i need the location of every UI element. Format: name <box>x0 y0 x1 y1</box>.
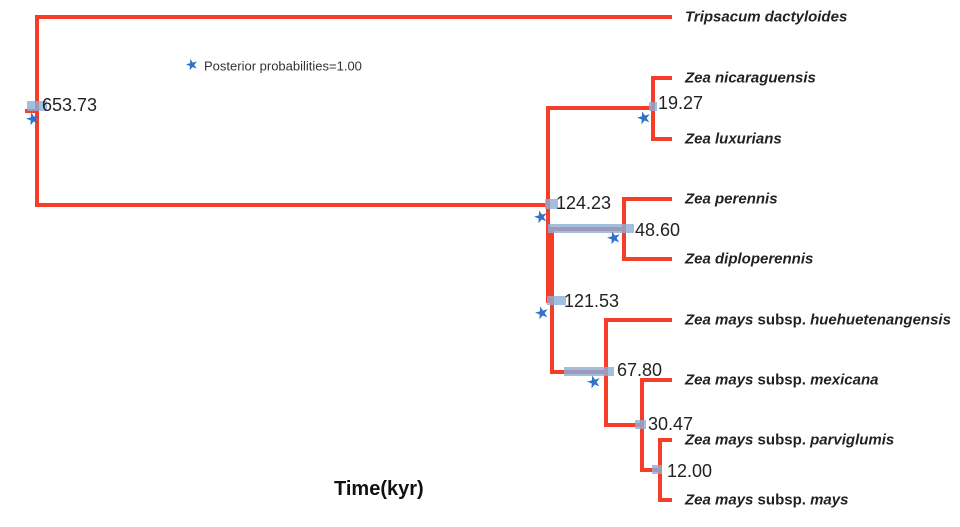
taxon-label-zea-nicaraguensis: Zea nicaraguensis <box>685 71 816 86</box>
legend-star-icon: ★ <box>183 55 201 75</box>
hpd-bar-root <box>27 101 47 111</box>
taxon-label-zea-mays-mexicana: Zea mays subsp. mexicana <box>685 373 878 388</box>
branch-tip-parviglumis <box>658 438 672 442</box>
branch-root-vertical <box>35 15 39 207</box>
taxon-name-roman: subsp. <box>753 311 811 329</box>
hpd-bar-zea-crown <box>545 199 558 209</box>
taxon-name-italic-2: mexicana <box>810 371 879 389</box>
hpd-bar-nicaraguensis-luxurians <box>649 102 657 111</box>
taxon-name-italic: Zea luxurians <box>685 130 782 148</box>
branch-tip-perennis <box>622 197 672 201</box>
branch-tip-mays <box>658 498 672 502</box>
branch-tip-nicaraguensis <box>651 76 672 80</box>
branch-root-to-zea-crown <box>35 203 550 207</box>
posterior-star-icon-sect-zea: ★ <box>532 301 552 325</box>
node-age-zea-crown: 124.23 <box>556 193 612 213</box>
taxon-name-italic: Zea perennis <box>685 190 778 208</box>
branch-to-parviglumis-mays <box>640 468 662 472</box>
taxon-name-italic: Tripsacum dactyloides <box>685 8 848 26</box>
time-axis-label: Time(kyr) <box>334 478 424 500</box>
taxon-label-zea-diploperennis: Zea diploperennis <box>685 252 813 267</box>
taxon-name-italic: Zea diploperennis <box>685 250 814 268</box>
taxon-name-roman: subsp. <box>753 491 811 509</box>
node-age-perennis-diploperennis: 48.60 <box>635 220 681 240</box>
node-age-parviglumis-mays: 12.00 <box>667 461 713 481</box>
node-age-mexicana-to-mays: 30.47 <box>648 414 694 434</box>
taxon-label-zea-luxurians: Zea luxurians <box>685 132 782 147</box>
taxon-name-italic-2: mays <box>810 491 849 509</box>
hpd-bar-mexicana-to-mays <box>635 420 646 429</box>
taxon-label-zea-perennis: Zea perennis <box>685 192 778 207</box>
taxon-label-tripsacum-dactyloides: Tripsacum dactyloides <box>685 10 847 25</box>
hpd-bar-perennis-diploperennis <box>548 224 634 233</box>
branch-to-nicaraguensis-luxurians <box>546 106 655 110</box>
taxon-label-zea-mays-parviglumis: Zea mays subsp. parviglumis <box>685 433 894 448</box>
taxon-name-italic: Zea mays <box>685 431 754 449</box>
hpd-bar-zea-mays-crown <box>564 367 614 376</box>
node-age-nicaraguensis-luxurians: 19.27 <box>658 93 704 113</box>
taxon-name-italic-2: parviglumis <box>810 431 895 449</box>
branch-tip-tripsacum <box>35 15 672 19</box>
taxon-name-italic-2: huehuetenangensis <box>810 311 951 329</box>
hpd-bar-sect-zea <box>547 296 566 305</box>
branch-tip-mexicana <box>640 378 672 382</box>
taxon-name-italic: Zea mays <box>685 371 754 389</box>
branch-root-stub <box>25 109 37 113</box>
branch-tip-huehuetenangensis <box>604 318 672 322</box>
branch-tip-luxurians <box>651 137 672 141</box>
node-age-sect-zea: 121.53 <box>564 291 620 311</box>
taxon-name-italic: Zea mays <box>685 491 754 509</box>
taxon-label-zea-mays-mays: Zea mays subsp. mays <box>685 493 848 508</box>
taxon-name-italic: Zea mays <box>685 311 754 329</box>
branch-tip-diploperennis <box>622 257 672 261</box>
branch-to-mexicana-clade <box>604 423 644 427</box>
taxon-label-zea-mays-huehuetenangensis: Zea mays subsp. huehuetenangensis <box>685 313 951 328</box>
taxon-name-roman: subsp. <box>753 431 811 449</box>
taxon-name-italic: Zea nicaraguensis <box>685 69 816 87</box>
hpd-bar-parviglumis-mays <box>652 465 662 474</box>
posterior-star-icon-root: ★ <box>23 107 43 131</box>
node-age-root: 653.73 <box>42 95 98 115</box>
node-age-zea-mays-crown: 67.80 <box>617 360 663 380</box>
taxon-name-roman: subsp. <box>753 371 811 389</box>
legend-label: Posterior probabilities=1.00 <box>204 58 362 74</box>
